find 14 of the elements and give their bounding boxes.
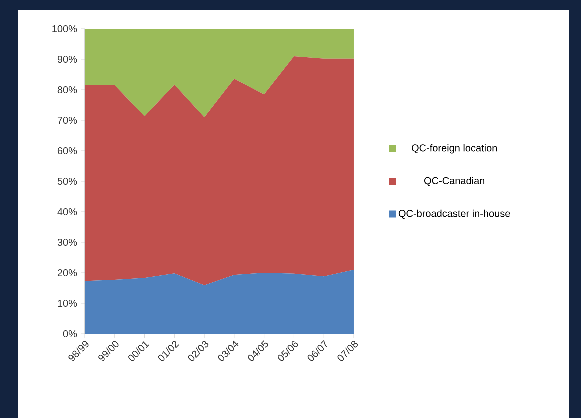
y-tick-label: 60%	[58, 147, 78, 155]
y-tick-label: 100%	[52, 25, 78, 33]
y-tick-label: 10%	[58, 300, 78, 308]
y-tick-label: 20%	[58, 269, 78, 277]
legend-label: QC-foreign location	[412, 144, 498, 154]
legend-label: QC-broadcaster in-house	[398, 210, 510, 220]
y-tick-label: 70%	[58, 116, 78, 124]
y-tick-label: 90%	[58, 56, 78, 64]
y-tick-label: 0%	[63, 330, 78, 338]
y-tick-label: 80%	[58, 86, 78, 94]
text: QC-Canadian	[424, 177, 485, 186]
y-tick-label: 50%	[58, 178, 78, 186]
y-tick-label: 40%	[58, 208, 78, 216]
y-tick-label: 30%	[58, 238, 78, 246]
